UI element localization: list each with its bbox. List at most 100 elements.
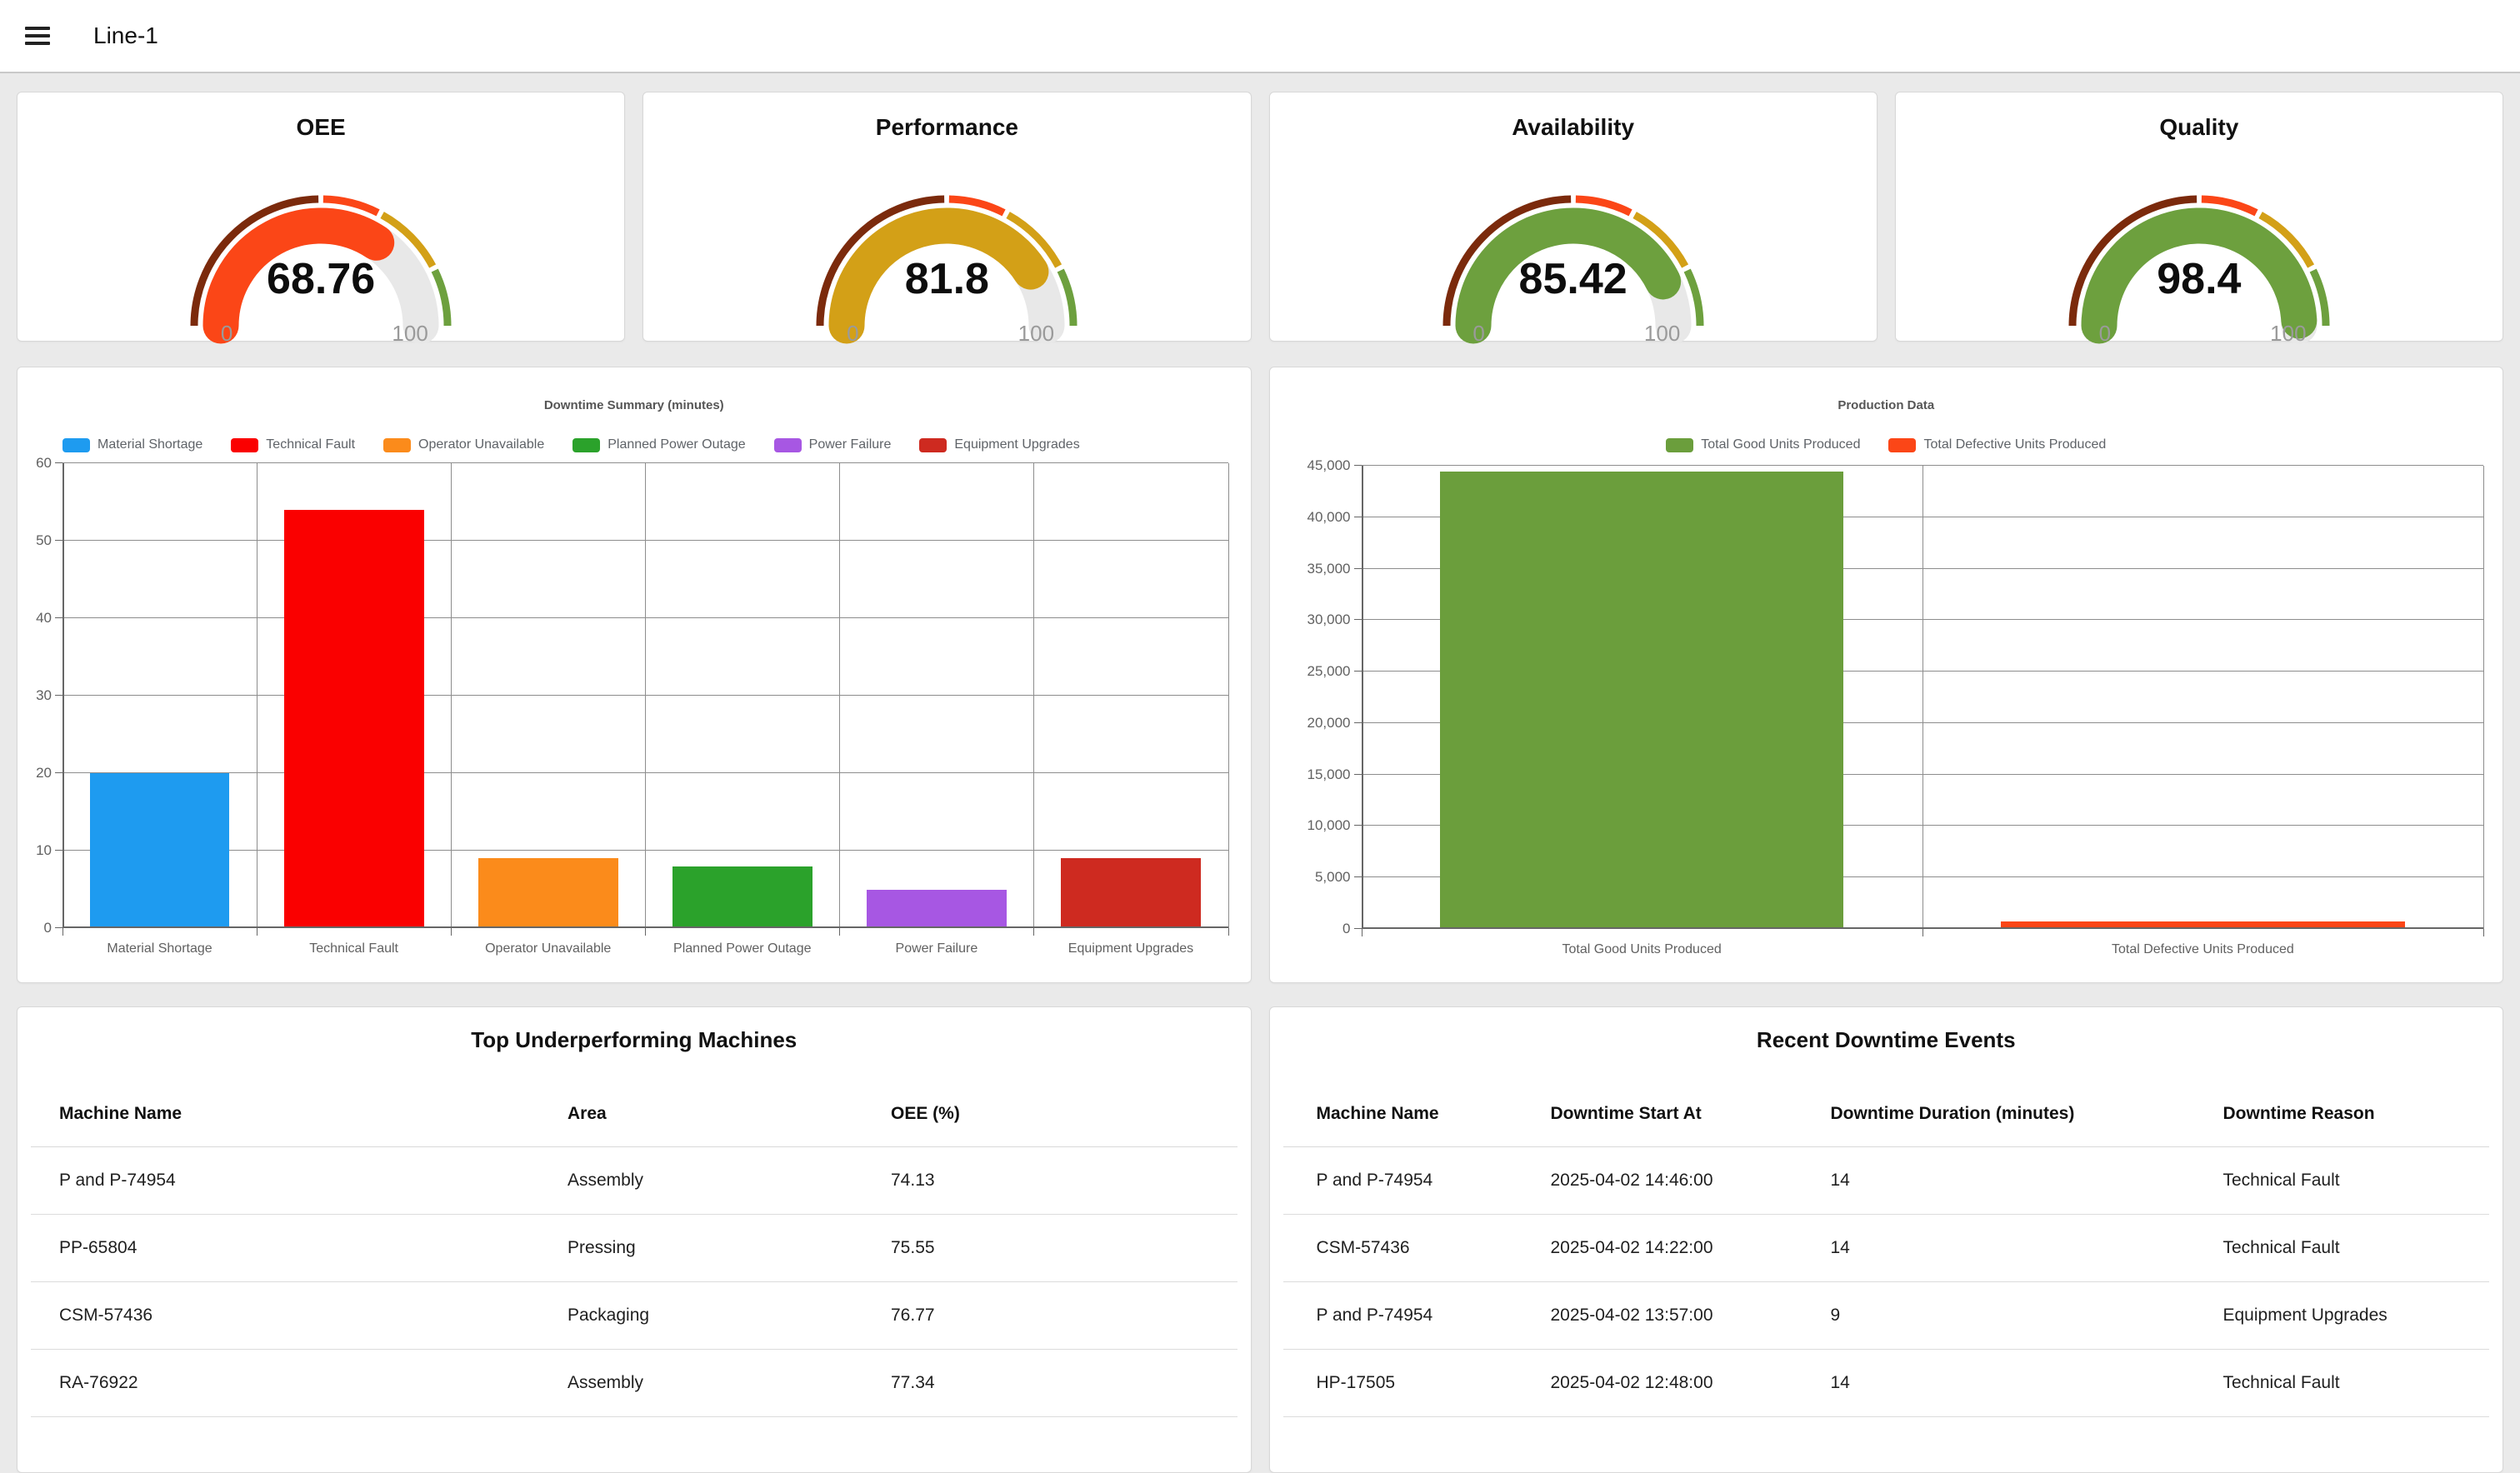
gauge-max-label: 100: [392, 321, 428, 346]
legend-item[interactable]: Equipment Upgrades: [919, 437, 1080, 452]
legend-item[interactable]: Total Good Units Produced: [1666, 437, 1860, 452]
table-cell: 2025-04-02 14:22:00: [1517, 1214, 1798, 1282]
legend-item[interactable]: Material Shortage: [62, 437, 202, 452]
y-axis-tick: [1353, 722, 1362, 723]
y-axis-label: 35,000: [1307, 560, 1351, 577]
bar-total-defective-units-produced[interactable]: [2001, 921, 2405, 929]
y-axis-tick: [1353, 825, 1362, 826]
bar-equipment-upgrades[interactable]: [1061, 858, 1201, 928]
column-header: Area: [539, 1081, 862, 1147]
bar-technical-fault[interactable]: [283, 509, 424, 928]
bar-material-shortage[interactable]: [89, 773, 230, 928]
y-axis-label: 20,000: [1307, 714, 1351, 731]
column-header: OEE (%): [862, 1081, 1238, 1147]
gauge-min-label: 0: [2098, 321, 2112, 346]
legend-item[interactable]: Planned Power Outage: [572, 437, 746, 452]
y-axis-label: 40: [36, 610, 52, 626]
table-row: P and P-74954 2025-04-02 13:57:00 9 Equipme…: [1282, 1281, 2489, 1350]
y-axis-label: 20: [36, 765, 52, 781]
legend-label: Planned Power Outage: [608, 437, 746, 452]
y-axis-line: [62, 463, 64, 928]
table-cell: 2025-04-02 13:57:00: [1517, 1281, 1798, 1350]
column-header: Machine Name: [31, 1081, 539, 1147]
x-axis-tick: [451, 928, 452, 936]
legend-item[interactable]: Total Defective Units Produced: [1888, 437, 2106, 452]
y-axis-tick: [1353, 876, 1362, 878]
gridline-vertical: [451, 463, 452, 928]
gauge-value: 85.42: [1518, 255, 1628, 303]
production-bar-chart: 0 5,000 10,000 15,000 20,000 25,000 30,000 35,0…: [1308, 457, 2484, 956]
gauge-card-availability: Availability 85.42 0 100: [1268, 92, 1878, 346]
y-axis-label: 30: [36, 687, 52, 703]
gauge-max-label: 100: [1018, 321, 1055, 346]
gridline-vertical: [1922, 466, 1923, 929]
legend-item[interactable]: Operator Unavailable: [383, 437, 544, 452]
chart-row: Downtime Summary (minutes) Material Shor…: [17, 367, 2503, 983]
bar-total-good-units-produced[interactable]: [1439, 472, 1844, 929]
gridline-vertical: [839, 463, 841, 928]
x-axis-tick: [62, 928, 63, 936]
table-cell: P and P-74954: [1282, 1281, 1518, 1350]
x-axis-category-label: Operator Unavailable: [485, 941, 612, 956]
dashboard-content: OEE 68.76 0 100 Performance 81.8 0 100 A…: [0, 73, 2520, 1473]
table-cell: 74.13: [862, 1146, 1238, 1215]
table-cell: Technical Fault: [2189, 1214, 2489, 1282]
table-cell: PP-65804: [31, 1214, 539, 1282]
y-axis-label: 0: [1342, 921, 1351, 936]
y-axis-tick: [1353, 567, 1362, 569]
table-cell: 14: [1797, 1146, 2190, 1215]
gauge-arc: [2068, 195, 2330, 344]
y-axis-label: 10: [36, 842, 52, 858]
y-axis-tick: [1353, 619, 1362, 621]
gridline: [62, 462, 1228, 463]
table-cell: Assembly: [539, 1349, 862, 1417]
oee-gauge: 68.76 0 100: [121, 136, 521, 346]
legend-label: Material Shortage: [98, 437, 203, 452]
downtime-events-table: Machine Name Downtime Start At Downtime Du…: [1282, 1081, 2489, 1417]
y-axis-tick: [55, 695, 62, 696]
legend-label: Total Defective Units Produced: [1923, 437, 2107, 452]
x-axis-category-label: Total Good Units Produced: [1562, 942, 1722, 956]
y-axis-label: 50: [36, 532, 52, 548]
gauge-title: Quality: [2159, 114, 2239, 140]
legend-item[interactable]: Technical Fault: [231, 437, 355, 452]
table-row-section: Top Underperforming Machines Machine Nam…: [17, 1006, 2503, 1473]
bar-planned-power-outage[interactable]: [672, 866, 812, 928]
legend-swatch-icon: [383, 437, 412, 452]
y-axis-tick: [55, 850, 62, 851]
bar-operator-unavailable[interactable]: [478, 858, 618, 928]
table-cell: 2025-04-02 14:46:00: [1517, 1146, 1798, 1215]
gauge-title: OEE: [296, 114, 346, 140]
gridline: [1361, 465, 2483, 466]
gauge-value: 68.76: [267, 255, 376, 303]
legend-label: Equipment Upgrades: [954, 437, 1080, 452]
x-axis-category-label: Power Failure: [895, 941, 978, 956]
table-row: CSM-57436 Packaging 76.77: [31, 1281, 1238, 1350]
hamburger-menu-icon[interactable]: [25, 27, 50, 45]
legend-item[interactable]: Power Failure: [773, 437, 891, 452]
top-underperforming-machines-card: Top Underperforming Machines Machine Nam…: [17, 1006, 1252, 1473]
gauge-title: Performance: [875, 114, 1018, 140]
legend-swatch-icon: [1888, 437, 1917, 452]
y-axis-label: 60: [36, 455, 52, 471]
gauge-value: 98.4: [2157, 255, 2242, 303]
y-axis-label: 0: [43, 920, 52, 936]
performance-gauge: 81.8 0 100: [747, 136, 1147, 346]
table-cell: P and P-74954: [1282, 1146, 1518, 1215]
y-axis-label: 40,000: [1307, 508, 1351, 525]
bar-power-failure[interactable]: [866, 889, 1007, 928]
page-title: Line-1: [93, 22, 158, 48]
y-axis-label: 15,000: [1307, 766, 1351, 782]
gauge-arc: [190, 195, 452, 344]
gauge-min-label: 0: [1472, 321, 1485, 346]
x-axis-category-label: Planned Power Outage: [673, 941, 812, 956]
x-axis-tick: [257, 928, 258, 936]
y-axis-label: 5,000: [1314, 869, 1351, 886]
chart-title: Production Data: [1838, 398, 1935, 412]
x-axis-tick: [1033, 928, 1035, 936]
table-cell: 2025-04-02 12:48:00: [1517, 1349, 1798, 1417]
downtime-bar-chart: 0 10 20 30 40 50 60 Material Shortage Technical …: [36, 455, 1229, 956]
y-axis-tick: [55, 462, 62, 463]
x-axis-line: [62, 926, 1228, 928]
y-axis-tick: [1353, 671, 1362, 672]
